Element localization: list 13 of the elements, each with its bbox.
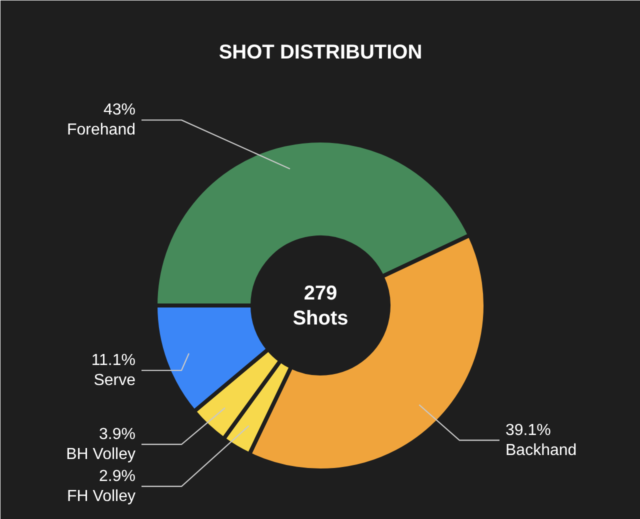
data-label: 43% <box>103 102 136 119</box>
data-label: 2.9% <box>99 468 136 485</box>
data-label: 3.9% <box>99 426 136 443</box>
text: Shots <box>292 308 348 330</box>
data-label: 39.1% <box>506 422 551 439</box>
slice-label: Forehand <box>67 122 136 139</box>
slice-label: BH Volley <box>66 446 136 463</box>
slice-label: FH Volley <box>67 488 136 505</box>
slice-label: Serve <box>94 372 136 389</box>
text: 279 <box>304 282 338 304</box>
slice-label: Backhand <box>506 442 577 459</box>
chart-title: SHOT DISTRIBUTION <box>218 42 422 64</box>
data-label: 11.1% <box>91 352 136 369</box>
